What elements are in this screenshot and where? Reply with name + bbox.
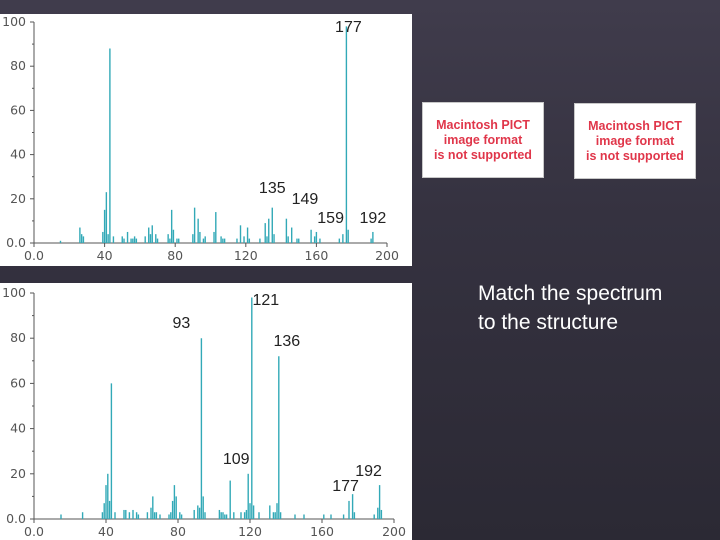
- y-tick-label: 80: [10, 58, 26, 73]
- peak-label: 149: [292, 191, 319, 208]
- peak-label: 135: [259, 180, 286, 197]
- x-tick-label: 200: [382, 524, 406, 539]
- y-tick-label: 100: [2, 14, 26, 29]
- peak-label: 159: [317, 210, 344, 227]
- spectrum-1-plot: 0.0 40 80 120 160 200 0.0 20 40 60 80 100 177 135 149 1…: [2, 14, 399, 263]
- x-tick-label: 0.0: [24, 524, 44, 539]
- instruction-text: Match the spectrum to the structure: [478, 282, 663, 334]
- spectrum-chart-1: 0.0 40 80 120 160 200 0.0 20 40 60 80 100 177 135 149 1…: [0, 14, 412, 266]
- y-tick-label: 40: [10, 147, 26, 162]
- x-tick-label: 40: [98, 524, 114, 539]
- peak-label: 93: [173, 315, 191, 332]
- pict-unsupported-text: Macintosh PICT image format is not suppo…: [434, 117, 532, 162]
- y-tick-label: 0.0: [6, 511, 26, 526]
- spectrum-chart-2: 0.0 40 80 120 160 200 0.0 20 40 60 80 100 93 121 136 10…: [0, 283, 412, 540]
- x-tick-label: 120: [234, 248, 258, 263]
- pict-unsupported-text: Macintosh PICT image format is not suppo…: [586, 118, 684, 163]
- y-tick-label: 80: [10, 330, 26, 345]
- x-tick-label: 40: [97, 248, 113, 263]
- x-tick-label: 0.0: [24, 248, 44, 263]
- y-tick-label: 0.0: [6, 235, 26, 250]
- peak-label: 121: [252, 292, 279, 309]
- peak-label: 109: [223, 451, 250, 468]
- x-tick-label: 200: [375, 248, 399, 263]
- structure-image-placeholder-1: Macintosh PICT image format is not suppo…: [422, 102, 544, 178]
- y-tick-label: 60: [10, 102, 26, 117]
- peak-label: 192: [355, 463, 382, 480]
- y-tick-label: 40: [10, 421, 26, 436]
- peak-label: 177: [332, 478, 359, 495]
- peak-label: 177: [335, 19, 362, 36]
- x-tick-label: 160: [304, 248, 328, 263]
- structure-image-placeholder-2: Macintosh PICT image format is not suppo…: [574, 103, 696, 179]
- x-tick-label: 160: [310, 524, 334, 539]
- x-tick-label: 80: [170, 524, 186, 539]
- peak-label: 192: [360, 210, 387, 227]
- peak-label: 136: [273, 333, 300, 350]
- y-tick-label: 60: [10, 375, 26, 390]
- spectrum-2-plot: 0.0 40 80 120 160 200 0.0 20 40 60 80 100 93 121 136 10…: [2, 285, 406, 539]
- y-tick-label: 100: [2, 285, 26, 300]
- x-tick-label: 80: [167, 248, 183, 263]
- x-tick-label: 120: [238, 524, 262, 539]
- y-tick-label: 20: [10, 191, 26, 206]
- y-tick-label: 20: [10, 466, 26, 481]
